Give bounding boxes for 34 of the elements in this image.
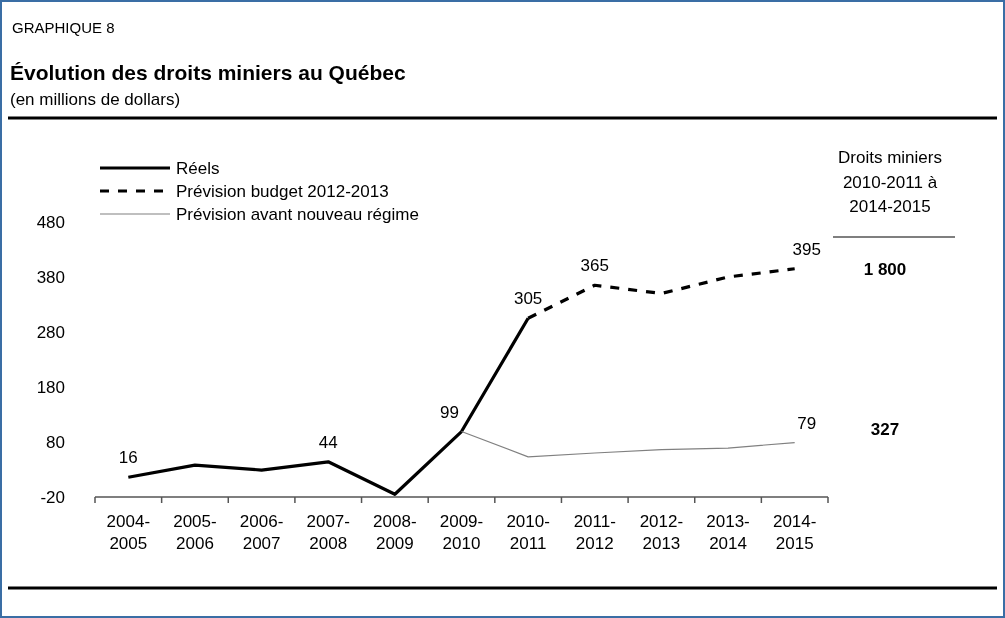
data-label: 365	[580, 256, 609, 276]
x-tick-label: 2012- 2013	[639, 512, 684, 554]
data-label: 395	[792, 239, 821, 259]
text: Droits miniers 2010-2011 à 2014-2015	[838, 148, 942, 217]
chart-title: Évolution des droits miniers au Québec	[10, 61, 406, 84]
x-tick-label: 2011- 2012	[573, 512, 616, 554]
data-label: 44	[318, 432, 338, 452]
y-tick-label: 380	[36, 267, 65, 287]
y-tick-label: 280	[36, 322, 65, 342]
x-tick-label: 2007- 2008	[306, 512, 350, 554]
x-tick-label: 2009- 2010	[439, 512, 484, 554]
text: 1 800	[863, 259, 907, 279]
x-tick-label: 2006- 2007	[239, 512, 284, 554]
legend-label: Réels	[176, 158, 220, 178]
data-label: 99	[440, 402, 459, 422]
x-tick-label: 2008- 2009	[373, 512, 417, 554]
x-tick-label: 2004- 2005	[106, 512, 151, 554]
y-tick-label: 80	[46, 432, 65, 452]
data-label: 79	[797, 413, 817, 433]
x-tick-label: 2013- 2014	[706, 512, 750, 554]
line-series	[460, 430, 796, 458]
chart-subtitle: (en millions de dollars)	[10, 90, 181, 109]
y-tick-label: 480	[36, 212, 65, 232]
y-tick-label: -20	[40, 487, 65, 507]
text: 327	[870, 419, 900, 439]
data-label: 16	[118, 448, 138, 468]
x-tick-label: 2014- 2015	[772, 512, 817, 554]
data-label: 305	[513, 289, 543, 309]
y-tick-label: 180	[36, 377, 65, 397]
x-tick-label: 2010- 2011	[506, 512, 550, 554]
legend-label: Prévision budget 2012-2013	[176, 181, 389, 201]
text: GRAPHIQUE 8	[12, 19, 115, 36]
x-tick-label: 2005- 2006	[173, 512, 217, 554]
legend-label: Prévision avant nouveau régime	[176, 204, 419, 224]
